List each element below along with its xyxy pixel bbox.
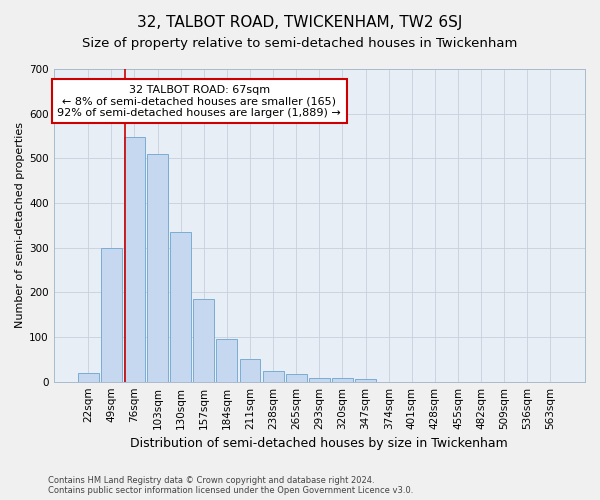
Text: 32, TALBOT ROAD, TWICKENHAM, TW2 6SJ: 32, TALBOT ROAD, TWICKENHAM, TW2 6SJ [137,15,463,30]
Bar [217,339,237,382]
Bar [101,248,122,382]
Bar [170,232,191,382]
Text: 32 TALBOT ROAD: 67sqm
← 8% of semi-detached houses are smaller (165)
92% of semi: 32 TALBOT ROAD: 67sqm ← 8% of semi-detac… [57,84,341,118]
Bar [309,378,330,382]
X-axis label: Distribution of semi-detached houses by size in Twickenham: Distribution of semi-detached houses by … [130,437,508,450]
Bar [193,299,214,382]
Bar [332,378,353,382]
Bar [124,137,145,382]
Bar [147,154,168,382]
Bar [355,380,376,382]
Bar [263,372,284,382]
Bar [286,374,307,382]
Y-axis label: Number of semi-detached properties: Number of semi-detached properties [15,122,25,328]
Text: Contains HM Land Registry data © Crown copyright and database right 2024.
Contai: Contains HM Land Registry data © Crown c… [48,476,413,495]
Bar [239,360,260,382]
Text: Size of property relative to semi-detached houses in Twickenham: Size of property relative to semi-detach… [82,38,518,51]
Bar [78,372,98,382]
